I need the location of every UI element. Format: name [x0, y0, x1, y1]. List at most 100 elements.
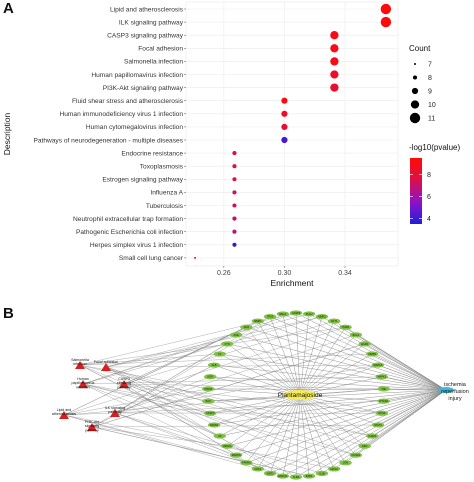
size-legend-label: 11 — [428, 116, 435, 123]
size-legend-label: 9 — [428, 89, 432, 96]
network-edge — [91, 424, 378, 428]
network-edge — [214, 364, 301, 396]
gene-label: ALB — [212, 363, 217, 367]
data-point — [281, 97, 288, 104]
x-axis-title: Enrichment — [271, 278, 315, 288]
color-bar — [410, 158, 422, 224]
gene-node — [366, 351, 379, 357]
gene-label: PTGS2 — [379, 399, 388, 403]
x-tick-label: 0.34 — [338, 270, 352, 277]
network-edge — [79, 364, 209, 390]
network-edge — [114, 412, 237, 456]
category-label: Toxoplasmosis — [140, 164, 184, 171]
gene-label: MAPK1 — [377, 375, 386, 379]
gene-label: PPARG — [242, 461, 251, 465]
network-edge — [299, 321, 335, 396]
gene-label: TNF — [381, 387, 386, 391]
network-edge — [82, 383, 356, 456]
gene-label: MTOR — [204, 387, 212, 391]
gene-node — [339, 460, 352, 466]
gene-node — [204, 374, 217, 380]
color-tick-label: 6 — [427, 194, 431, 201]
gene-label: NOS3 — [378, 411, 386, 415]
x-tick-label: 0.26 — [217, 270, 231, 277]
panel-a-letter: A — [3, 0, 14, 17]
network-edge — [299, 313, 310, 396]
network-edge — [299, 327, 346, 396]
data-point — [232, 216, 237, 221]
category-label: Human cytomegalovirus infection — [86, 124, 183, 131]
network-edge — [299, 394, 346, 463]
network-edge — [210, 394, 301, 414]
data-point — [330, 70, 339, 79]
gene-node — [289, 474, 303, 480]
network-edge — [82, 383, 211, 414]
center-node-label: Plantamajoside — [278, 392, 323, 399]
pathway-label: ILK signaling — [105, 406, 126, 410]
network-edge — [282, 313, 301, 396]
network-edge — [236, 334, 447, 391]
dot-plot: Lipid and atherosclerosis ILK signaling p… — [33, 1, 399, 277]
category-label: ILK signaling pathway — [119, 19, 184, 26]
gene-label: ACE — [233, 333, 239, 337]
network-edge — [321, 389, 447, 474]
gene-label: KDR — [207, 375, 213, 379]
disease-label-line-2: reperfusion — [441, 389, 469, 395]
network-edge — [210, 389, 447, 414]
network-edge — [214, 394, 301, 426]
network-edge — [123, 383, 346, 463]
gene-label: MAPK3 — [374, 363, 383, 367]
gene-label: VEGFA — [223, 444, 232, 448]
network-edge — [219, 353, 301, 396]
gene-label: SRC — [362, 444, 368, 448]
network-edge — [299, 394, 373, 437]
size-legend-label: 10 — [428, 102, 436, 109]
pathway-node — [101, 363, 111, 371]
gene-node — [302, 473, 316, 479]
network-edge — [210, 376, 447, 391]
network-edge — [63, 414, 335, 470]
gene-label: BAX — [206, 399, 211, 403]
network-edge — [105, 313, 310, 368]
category-label: Focal adhesion — [138, 46, 183, 53]
gene-label: IL1B — [319, 471, 325, 475]
network-edge — [219, 389, 447, 437]
gene-node — [371, 362, 385, 368]
network-edge — [295, 312, 301, 396]
network-edge — [114, 334, 356, 414]
network-edge — [105, 364, 378, 368]
gene-label: BCL2 — [353, 333, 360, 337]
data-point — [232, 190, 237, 195]
gene-label: STAT3 — [374, 423, 382, 427]
gene-node — [366, 433, 379, 439]
network-edge — [114, 412, 322, 474]
network-edge — [123, 320, 335, 385]
network-edge — [208, 389, 447, 402]
pathway-label: papillomavirus — [72, 381, 95, 385]
gene-node — [240, 460, 253, 466]
gene-node — [375, 374, 388, 380]
y-axis-title: Description — [2, 112, 12, 155]
category-label: PI3K-Akt signaling pathway — [103, 85, 184, 92]
network-edge — [105, 366, 211, 414]
gene-node — [358, 341, 372, 347]
gene-label: CDK1 — [254, 467, 261, 471]
grid-lines — [186, 2, 398, 266]
gene-label: HMOX1 — [278, 474, 288, 478]
network-edge — [208, 388, 447, 391]
pathway-label: pathway — [117, 385, 131, 389]
gene-node — [213, 433, 226, 439]
panel-b-letter: B — [3, 305, 14, 322]
data-point — [330, 44, 339, 53]
gene-node — [202, 386, 215, 392]
network-edge — [123, 383, 384, 390]
pathway-label: pathway — [85, 428, 99, 432]
network-edge — [269, 389, 447, 474]
gene-label: MMP1 — [254, 319, 262, 323]
network-edge — [236, 389, 447, 456]
gene-node — [263, 470, 277, 476]
gene-label: MMP9 — [368, 352, 376, 356]
network-edge — [383, 389, 447, 402]
category-label: Pathways of neurodegeneration - multiple… — [33, 137, 183, 144]
